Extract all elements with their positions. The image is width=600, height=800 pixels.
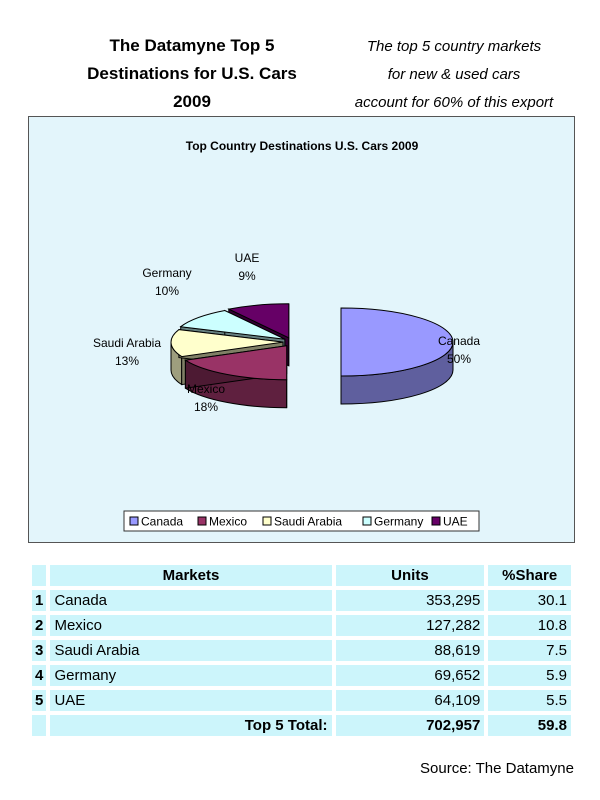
legend-swatch (197, 516, 207, 526)
share-cell: 7.5 (488, 640, 571, 661)
rank-cell: 1 (32, 590, 47, 611)
slice-label: Canada (438, 334, 480, 348)
legend-item: Germany (374, 515, 423, 529)
pie-slice-canada (340, 307, 454, 377)
note-line: The top 5 country markets (366, 38, 542, 55)
table-row: 4 Germany 69,652 5.9 (32, 665, 571, 686)
market-cell: Canada (50, 590, 332, 611)
table-row: 1 Canada 353,295 30.1 (32, 590, 571, 611)
chart-legend: Canada Mexico Saudi Arabia Germany UAE (123, 510, 480, 532)
units-cell: 64,109 (335, 690, 485, 711)
share-cell: 5.9 (488, 665, 571, 686)
slice-label: Mexico (187, 382, 225, 396)
rank-cell: 5 (32, 690, 47, 711)
pie-slice-saudi-arabia (170, 329, 284, 358)
rank-header (32, 565, 47, 586)
market-cell: Germany (50, 665, 332, 686)
slice-value-label: 13% (115, 354, 139, 368)
total-units: 702,957 (335, 715, 485, 736)
table-row: 5 UAE 64,109 5.5 (32, 690, 571, 711)
slice-value-label: 10% (155, 284, 179, 298)
slice-label: Saudi Arabia (93, 336, 161, 350)
market-cell: Mexico (50, 615, 332, 636)
chart-title: Top Country Destinations U.S. Cars 2009 (186, 139, 419, 153)
share-cell: 30.1 (488, 590, 571, 611)
slice-value-label: 18% (194, 400, 218, 414)
page-title: The Datamyne Top 5 Destinations for U.S.… (62, 32, 322, 116)
legend-item: UAE (443, 515, 468, 529)
markets-table: Markets Units %Share 1 Canada 353,295 30… (28, 561, 575, 740)
table-total-row: Top 5 Total: 702,957 59.8 (32, 715, 571, 736)
share-cell: 10.8 (488, 615, 571, 636)
units-cell: 127,282 (335, 615, 485, 636)
pie-slice-mexico (184, 345, 288, 381)
table-header-row: Markets Units %Share (32, 565, 571, 586)
share-header: %Share (488, 565, 571, 586)
market-cell: UAE (50, 690, 332, 711)
total-share: 59.8 (488, 715, 571, 736)
table-row: 3 Saudi Arabia 88,619 7.5 (32, 640, 571, 661)
legend-swatch (129, 516, 139, 526)
note-line: account for 60% of this export (354, 94, 554, 111)
rank-cell: 3 (32, 640, 47, 661)
note-line: for new & used cars (387, 66, 521, 83)
pie-chart-canvas: Top Country Destinations U.S. Cars 2009 C… (93, 139, 480, 532)
source-note: Source: The Datamyne (420, 760, 574, 777)
pie-slice-uae (227, 303, 290, 339)
table-row: 2 Mexico 127,282 10.8 (32, 615, 571, 636)
market-cell: Saudi Arabia (50, 640, 332, 661)
pie-tops (170, 303, 454, 381)
summary-note: The top 5 country markets for new & used… (336, 33, 572, 117)
legend-swatch (362, 516, 372, 526)
rank-cell (32, 715, 47, 736)
total-label: Top 5 Total: (50, 715, 332, 736)
units-header: Units (335, 565, 485, 586)
share-cell: 5.5 (488, 690, 571, 711)
units-cell: 353,295 (335, 590, 485, 611)
rank-cell: 2 (32, 615, 47, 636)
title-line: Destinations for U.S. Cars (87, 64, 297, 83)
units-cell: 88,619 (335, 640, 485, 661)
legend-swatch (431, 516, 441, 526)
slice-value-label: 50% (447, 352, 471, 366)
legend-box (123, 510, 480, 532)
legend-swatch (262, 516, 272, 526)
legend-item: Saudi Arabia (274, 515, 342, 529)
units-cell: 69,652 (335, 665, 485, 686)
slice-label: UAE (235, 251, 260, 265)
legend-item: Mexico (209, 515, 247, 529)
slice-label: Germany (142, 266, 191, 280)
legend-item: Canada (141, 515, 183, 529)
pie-slice-germany (179, 309, 286, 340)
rank-cell: 4 (32, 665, 47, 686)
slice-value-label: 9% (238, 269, 256, 283)
title-line: 2009 (173, 92, 211, 111)
pie-chart: Top Country Destinations U.S. Cars 2009 C… (28, 116, 575, 543)
markets-header: Markets (50, 565, 332, 586)
title-line: The Datamyne Top 5 (109, 36, 275, 55)
